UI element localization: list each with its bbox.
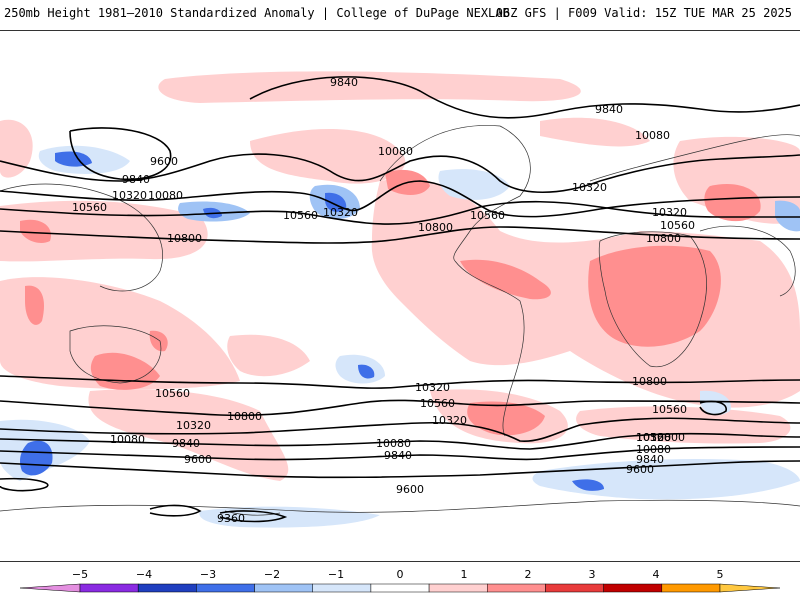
colorbar-segment	[545, 583, 604, 593]
colorbar-tick-label: −2	[264, 568, 280, 581]
colorbar-segment	[79, 583, 139, 593]
contour-label: 10080	[376, 437, 411, 450]
contour-label: 10560	[470, 209, 505, 222]
colorbar-segment	[196, 583, 255, 593]
colorbar-segments	[19, 583, 781, 593]
contour-label: 9840	[172, 437, 200, 450]
contour-label: 10320	[652, 206, 687, 219]
contour-label: 9360	[217, 512, 245, 525]
contour-label: 9840	[330, 76, 358, 89]
header: 250mb Height 1981–2010 Standardized Anom…	[0, 0, 800, 28]
contour-label: 10320	[323, 206, 358, 219]
contour-label: 10800	[418, 221, 453, 234]
contour-label: 9840	[122, 173, 150, 186]
colorbar: −5 −4 −3 −2 −1 0 1 2 3 4 5	[0, 566, 800, 600]
anomaly-shading	[0, 71, 800, 528]
colorbar-segment	[661, 583, 721, 593]
colorbar-segment	[603, 583, 663, 593]
contour-label: 10320	[572, 181, 607, 194]
colorbar-tick-label: 3	[589, 568, 596, 581]
contour-label: 10080	[148, 189, 183, 202]
contour-label: 10080	[378, 145, 413, 158]
contour-label: 10560	[660, 219, 695, 232]
colorbar-arrow-right	[719, 583, 781, 593]
colorbar-tick-label: 4	[653, 568, 660, 581]
contour-label: 10080	[635, 129, 670, 142]
colorbar-segment	[312, 583, 372, 593]
colorbar-segment	[137, 583, 197, 593]
colorbar-tick-label: 0	[397, 568, 404, 581]
contour-labels: 9840 9840 9600 9840 10320 10080 10080 10…	[72, 76, 695, 525]
colorbar-segment	[254, 583, 313, 593]
map-title: 250mb Height 1981–2010 Standardized Anom…	[4, 6, 510, 20]
contour-label: 10320	[432, 414, 467, 427]
colorbar-ticks: −5 −4 −3 −2 −1 0 1 2 3 4 5	[72, 568, 724, 581]
contour-label: 10320	[176, 419, 211, 432]
contour-label: 10560	[636, 431, 671, 444]
contour-label: 10080	[110, 433, 145, 446]
contour-label: 10800	[227, 410, 262, 423]
contour-label: 10800	[646, 232, 681, 245]
contour-label: 10800	[167, 232, 202, 245]
colorbar-tick-label: −1	[328, 568, 344, 581]
colorbar-segment	[370, 583, 430, 593]
contour-label: 9600	[626, 463, 654, 476]
colorbar-tick-label: 2	[525, 568, 532, 581]
contour-label: 10560	[420, 397, 455, 410]
contour-label: 9840	[595, 103, 623, 116]
contour-label: 10800	[650, 431, 685, 444]
colorbar-tick-label: −4	[136, 568, 152, 581]
contour-label: 10560	[652, 403, 687, 416]
contour-label: 9600	[150, 155, 178, 168]
height-contours	[0, 76, 800, 523]
contour-label: 10080	[636, 443, 671, 456]
colorbar-tick-label: 5	[717, 568, 724, 581]
contour-label: 10560	[283, 209, 318, 222]
colorbar-tick-label: −5	[72, 568, 88, 581]
colorbar-tick-label: −3	[200, 568, 216, 581]
contour-label: 9840	[384, 449, 412, 462]
run-info: 06Z GFS | F009 Valid: 15Z TUE MAR 25 202…	[495, 6, 792, 20]
contour-label: 10320	[112, 189, 147, 202]
anomaly-map: 9840 9840 9600 9840 10320 10080 10080 10…	[0, 30, 800, 562]
contour-label: 10800	[632, 375, 667, 388]
contour-label: 9600	[396, 483, 424, 496]
colorbar-arrow-left	[19, 583, 81, 593]
contour-label: 10560	[155, 387, 190, 400]
colorbar-segment	[487, 583, 546, 593]
contour-label: 9600	[184, 453, 212, 466]
colorbar-segment	[428, 583, 488, 593]
contour-label: 10320	[415, 381, 450, 394]
contour-label: 10320	[636, 431, 671, 444]
contour-label: 9840	[636, 453, 664, 466]
contour-label: 10560	[72, 201, 107, 214]
colorbar-tick-label: 1	[461, 568, 468, 581]
